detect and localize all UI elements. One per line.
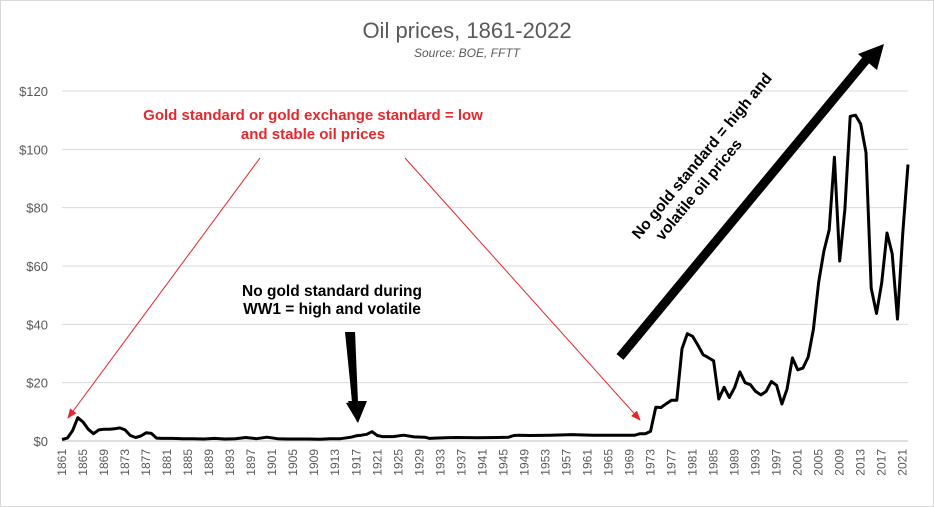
x-tick-label: 1925 — [391, 449, 405, 476]
x-tick-label: 1969 — [623, 449, 637, 476]
chart-subtitle: Source: BOE, FFTT — [413, 46, 521, 60]
y-tick-label: $80 — [26, 201, 48, 216]
x-tick-label: 1997 — [770, 449, 784, 476]
ww1-down-arrow — [345, 332, 367, 423]
y-tick-label: $100 — [19, 142, 48, 157]
x-tick-label: 2021 — [896, 449, 910, 476]
x-tick-label: 1869 — [97, 449, 111, 476]
x-tick-label: 1949 — [517, 449, 531, 476]
rising-trend-arrow — [616, 44, 884, 360]
x-tick-label: 2013 — [854, 449, 868, 476]
no-gold-annotation-line1: No gold standard = high and — [629, 70, 776, 242]
x-tick-label: 1885 — [181, 449, 195, 476]
x-tick-label: 1929 — [412, 449, 426, 476]
x-tick-label: 1961 — [580, 449, 594, 476]
x-tick-label: 1861 — [55, 449, 69, 476]
y-tick-label: $40 — [26, 317, 48, 332]
x-tick-label: 1873 — [118, 449, 132, 476]
y-tick-label: $120 — [19, 84, 48, 99]
y-tick-label: $20 — [26, 376, 48, 391]
chart-title: Oil prices, 1861-2022 — [362, 18, 572, 43]
x-tick-label: 1973 — [644, 449, 658, 476]
x-tick-label: 1937 — [454, 449, 468, 476]
oil-price-series-line — [61, 113, 910, 441]
x-tick-label: 1901 — [265, 449, 279, 476]
x-tick-label: 1965 — [601, 449, 615, 476]
y-tick-label: $60 — [26, 259, 48, 274]
x-tick-label: 1981 — [686, 449, 700, 476]
x-tick-label: 1909 — [307, 449, 321, 476]
gold-standard-annotation-line1: Gold standard or gold exchange standard … — [143, 107, 483, 124]
x-tick-label: 1985 — [707, 449, 721, 476]
x-tick-label: 1889 — [202, 449, 216, 476]
x-tick-label: 1977 — [665, 449, 679, 476]
x-tick-label: 1941 — [475, 449, 489, 476]
x-tick-label: 1865 — [76, 449, 90, 476]
ww1-annotation-line2: WW1 = high and volatile — [243, 301, 421, 318]
x-tick-label: 1921 — [370, 449, 384, 476]
x-tick-label: 1893 — [223, 449, 237, 476]
red-arrow-right — [404, 157, 641, 421]
no-gold-annotation: No gold standard = high and volatile oil… — [629, 70, 776, 244]
x-tick-label: 1913 — [328, 449, 342, 476]
x-tick-label: 2017 — [875, 449, 889, 476]
x-tick-label: 1917 — [349, 449, 363, 476]
gridlines — [62, 90, 908, 384]
x-tick-label: 1905 — [286, 449, 300, 476]
x-tick-label: 1989 — [728, 449, 742, 476]
y-axis-ticks: $0 $20 $40 $60 $80 $100 $120 — [19, 84, 48, 449]
x-tick-label: 2001 — [791, 449, 805, 476]
x-tick-label: 2005 — [812, 449, 826, 476]
x-tick-label: 1897 — [244, 449, 258, 476]
x-tick-label: 1877 — [139, 449, 153, 476]
ww1-annotation-line1: No gold standard during — [242, 283, 422, 300]
gold-standard-annotation-line2: and stable oil prices — [241, 126, 385, 143]
x-tick-label: 1933 — [433, 449, 447, 476]
x-tick-label: 2009 — [833, 449, 847, 476]
y-tick-label: $0 — [34, 434, 48, 449]
red-arrow-left — [67, 157, 261, 419]
x-tick-label: 1881 — [160, 449, 174, 476]
x-tick-label: 1957 — [559, 449, 573, 476]
x-tick-label: 1945 — [496, 449, 510, 476]
x-tick-label: 1993 — [749, 449, 763, 476]
x-tick-label: 1953 — [538, 449, 552, 476]
x-axis-ticks: 1861 1865 1869 1873 1877 1881 1885 1889 1893 1897… — [55, 449, 910, 476]
